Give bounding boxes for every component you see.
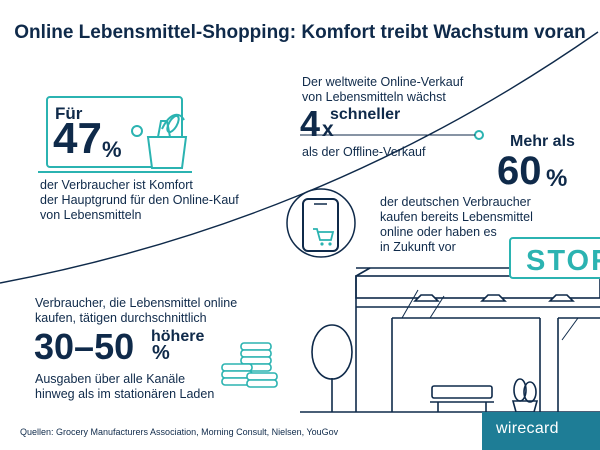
stat2-word: schneller bbox=[330, 106, 401, 123]
stat2-line-1: Der weltweite Online-Verkauf bbox=[302, 75, 464, 89]
stat2-description-top: Der weltweite Online-Verkauf von Lebensm… bbox=[302, 75, 463, 105]
stat1-prefix: Für bbox=[55, 104, 83, 123]
stat3-line-1: der deutschen Verbraucher bbox=[380, 195, 531, 209]
stat4-unit: % bbox=[152, 342, 170, 364]
stat4-line-1: Verbraucher, die Lebensmittel online bbox=[35, 296, 238, 310]
plant-pot-icon bbox=[511, 378, 539, 413]
smartphone-cart-icon bbox=[286, 188, 356, 258]
stat3-description: der deutschen Verbraucher kaufen bereits… bbox=[380, 195, 533, 255]
stat4-number: 30–50 bbox=[34, 326, 135, 367]
stat1-line-1: der Verbraucher ist Komfort bbox=[40, 178, 193, 192]
stat1-description: der Verbraucher ist Komfort der Hauptgru… bbox=[40, 178, 239, 223]
stat1-unit: % bbox=[102, 137, 122, 162]
stat3-unit: % bbox=[546, 165, 568, 192]
growth-curve bbox=[0, 31, 599, 284]
stat2-line-2: von Lebensmitteln wächst bbox=[302, 90, 446, 104]
stat2-description-bottom: als der Offline-Verkauf bbox=[302, 145, 426, 159]
stat1-number: 47 bbox=[53, 114, 102, 163]
curve-marker bbox=[474, 130, 484, 140]
sources-footnote: Quellen: Grocery Manufacturers Associati… bbox=[20, 427, 339, 437]
stat3-line-2: kaufen bereits Lebensmittel bbox=[380, 210, 533, 224]
stat3-number: 60 bbox=[497, 149, 542, 193]
brand-band bbox=[482, 412, 600, 450]
stat1-line-2: der Hauptgrund für den Online-Kauf bbox=[40, 193, 239, 207]
store-sign-text: STOR bbox=[526, 245, 600, 277]
bench-icon bbox=[430, 385, 494, 412]
stat3-line-3: online oder haben es bbox=[380, 225, 497, 239]
brand-logo: wirecard bbox=[496, 420, 559, 437]
stat4-description-bottom: Ausgaben über alle Kanäle hinweg als im … bbox=[35, 372, 214, 402]
stat2-number: 4 bbox=[300, 103, 321, 144]
laptop-grocery-icon bbox=[38, 96, 192, 173]
page-title: Online Lebensmittel-Shopping: Komfort tr… bbox=[14, 22, 586, 43]
stat2-unit: x bbox=[322, 118, 334, 141]
stat3-line-4: in Zukunft vor bbox=[380, 240, 456, 254]
tree-icon bbox=[311, 324, 353, 412]
stat1-line-3: von Lebensmitteln bbox=[40, 208, 142, 222]
stat4-line-4: hinweg als im stationären Laden bbox=[35, 387, 215, 401]
stat4-line-3: Ausgaben über alle Kanäle bbox=[35, 372, 186, 386]
stat4-line-2: kaufen, tätigen durchschnittlich bbox=[35, 311, 207, 325]
stat4-word: höhere bbox=[151, 328, 205, 345]
coin-stacks-icon bbox=[221, 342, 278, 388]
stat4-description-top: Verbraucher, die Lebensmittel online kau… bbox=[35, 296, 237, 326]
stat3-prefix: Mehr als bbox=[510, 133, 575, 150]
